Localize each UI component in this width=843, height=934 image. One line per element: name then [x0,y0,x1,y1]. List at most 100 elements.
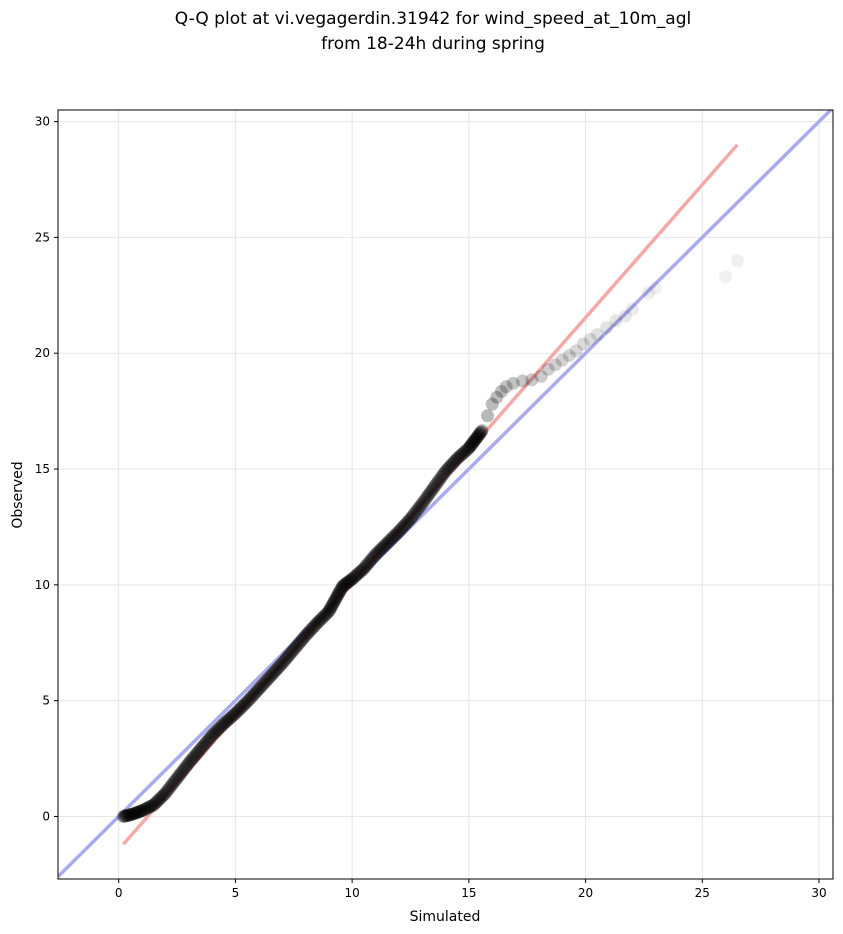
data-point [408,506,422,520]
data-point [399,517,413,531]
data-point [331,587,345,601]
data-point [449,453,463,467]
data-point [495,384,509,398]
data-point [452,450,466,464]
data-point [600,321,614,335]
data-point [236,699,250,713]
data-point [212,721,226,735]
data-point [325,598,339,612]
data-point [288,641,302,655]
data-point [133,805,147,819]
data-point [221,713,235,727]
data-point [464,438,478,452]
data-point [211,723,225,737]
data-point [122,808,136,822]
data-point [218,716,232,730]
data-point [278,653,292,667]
data-point [342,575,356,589]
data-point [409,504,423,518]
data-point [364,553,378,567]
data-point [269,663,283,677]
plot-frame [57,109,834,880]
data-point [301,626,315,640]
data-point [157,788,171,802]
data-point [334,582,348,596]
data-point [389,527,403,541]
data-point [415,497,429,511]
data-point [453,449,467,463]
data-point [263,669,277,683]
data-point [202,732,216,746]
data-point [182,756,196,770]
data-point [344,573,358,587]
data-point [291,637,305,651]
data-point [642,286,656,300]
data-point [158,786,172,800]
data-point [243,692,257,706]
data-point [367,549,381,563]
data-point [163,781,177,795]
data-point [436,468,450,482]
data-point [374,542,388,556]
data-point [195,741,209,755]
data-point [237,698,251,712]
data-point [343,574,357,588]
data-point [350,568,364,582]
data-point [284,646,298,660]
data-point [239,696,253,710]
data-point [338,577,352,591]
data-point [268,665,282,679]
data-point [240,695,254,709]
y-tick-label: 30 [35,115,50,129]
data-point [401,515,415,529]
data-point [437,466,451,480]
data-point [427,481,441,495]
data-point [473,426,487,440]
chart-title-line-1: Q-Q plot at vi.vegagerdin.31942 for wind… [175,9,691,29]
data-point [481,409,495,423]
data-point [380,536,394,550]
data-point [214,720,228,734]
data-point [373,543,387,557]
data-point [366,551,380,565]
data-point [411,502,425,516]
x-tick-label: 25 [695,886,710,900]
data-point [183,754,197,768]
data-point [470,431,484,445]
data-point [296,632,310,646]
data-point [298,629,312,643]
reference-lines [58,110,833,878]
data-point [262,671,276,685]
data-point [177,762,191,776]
data-point [161,783,175,797]
data-point [368,548,382,562]
data-point [258,676,272,690]
data-point [164,779,178,793]
data-point [347,571,361,585]
data-points [116,254,744,823]
data-point [383,533,397,547]
data-point [129,806,143,820]
data-point [275,657,289,671]
data-point [358,560,372,574]
data-point [456,446,470,460]
data-point [208,725,222,739]
data-point [467,434,481,448]
data-point [471,428,485,442]
data-point [395,521,409,535]
data-point [434,470,448,484]
data-point [562,349,576,363]
data-point [402,513,416,527]
data-point [145,799,159,813]
data-point [320,606,334,620]
data-point [185,753,199,767]
data-point [525,373,539,387]
data-point [139,801,153,815]
data-point [287,643,301,657]
data-point [144,799,158,813]
data-point [428,479,442,493]
data-point [326,597,340,611]
data-point [333,584,347,598]
data-point [119,809,133,823]
data-point [466,435,480,449]
